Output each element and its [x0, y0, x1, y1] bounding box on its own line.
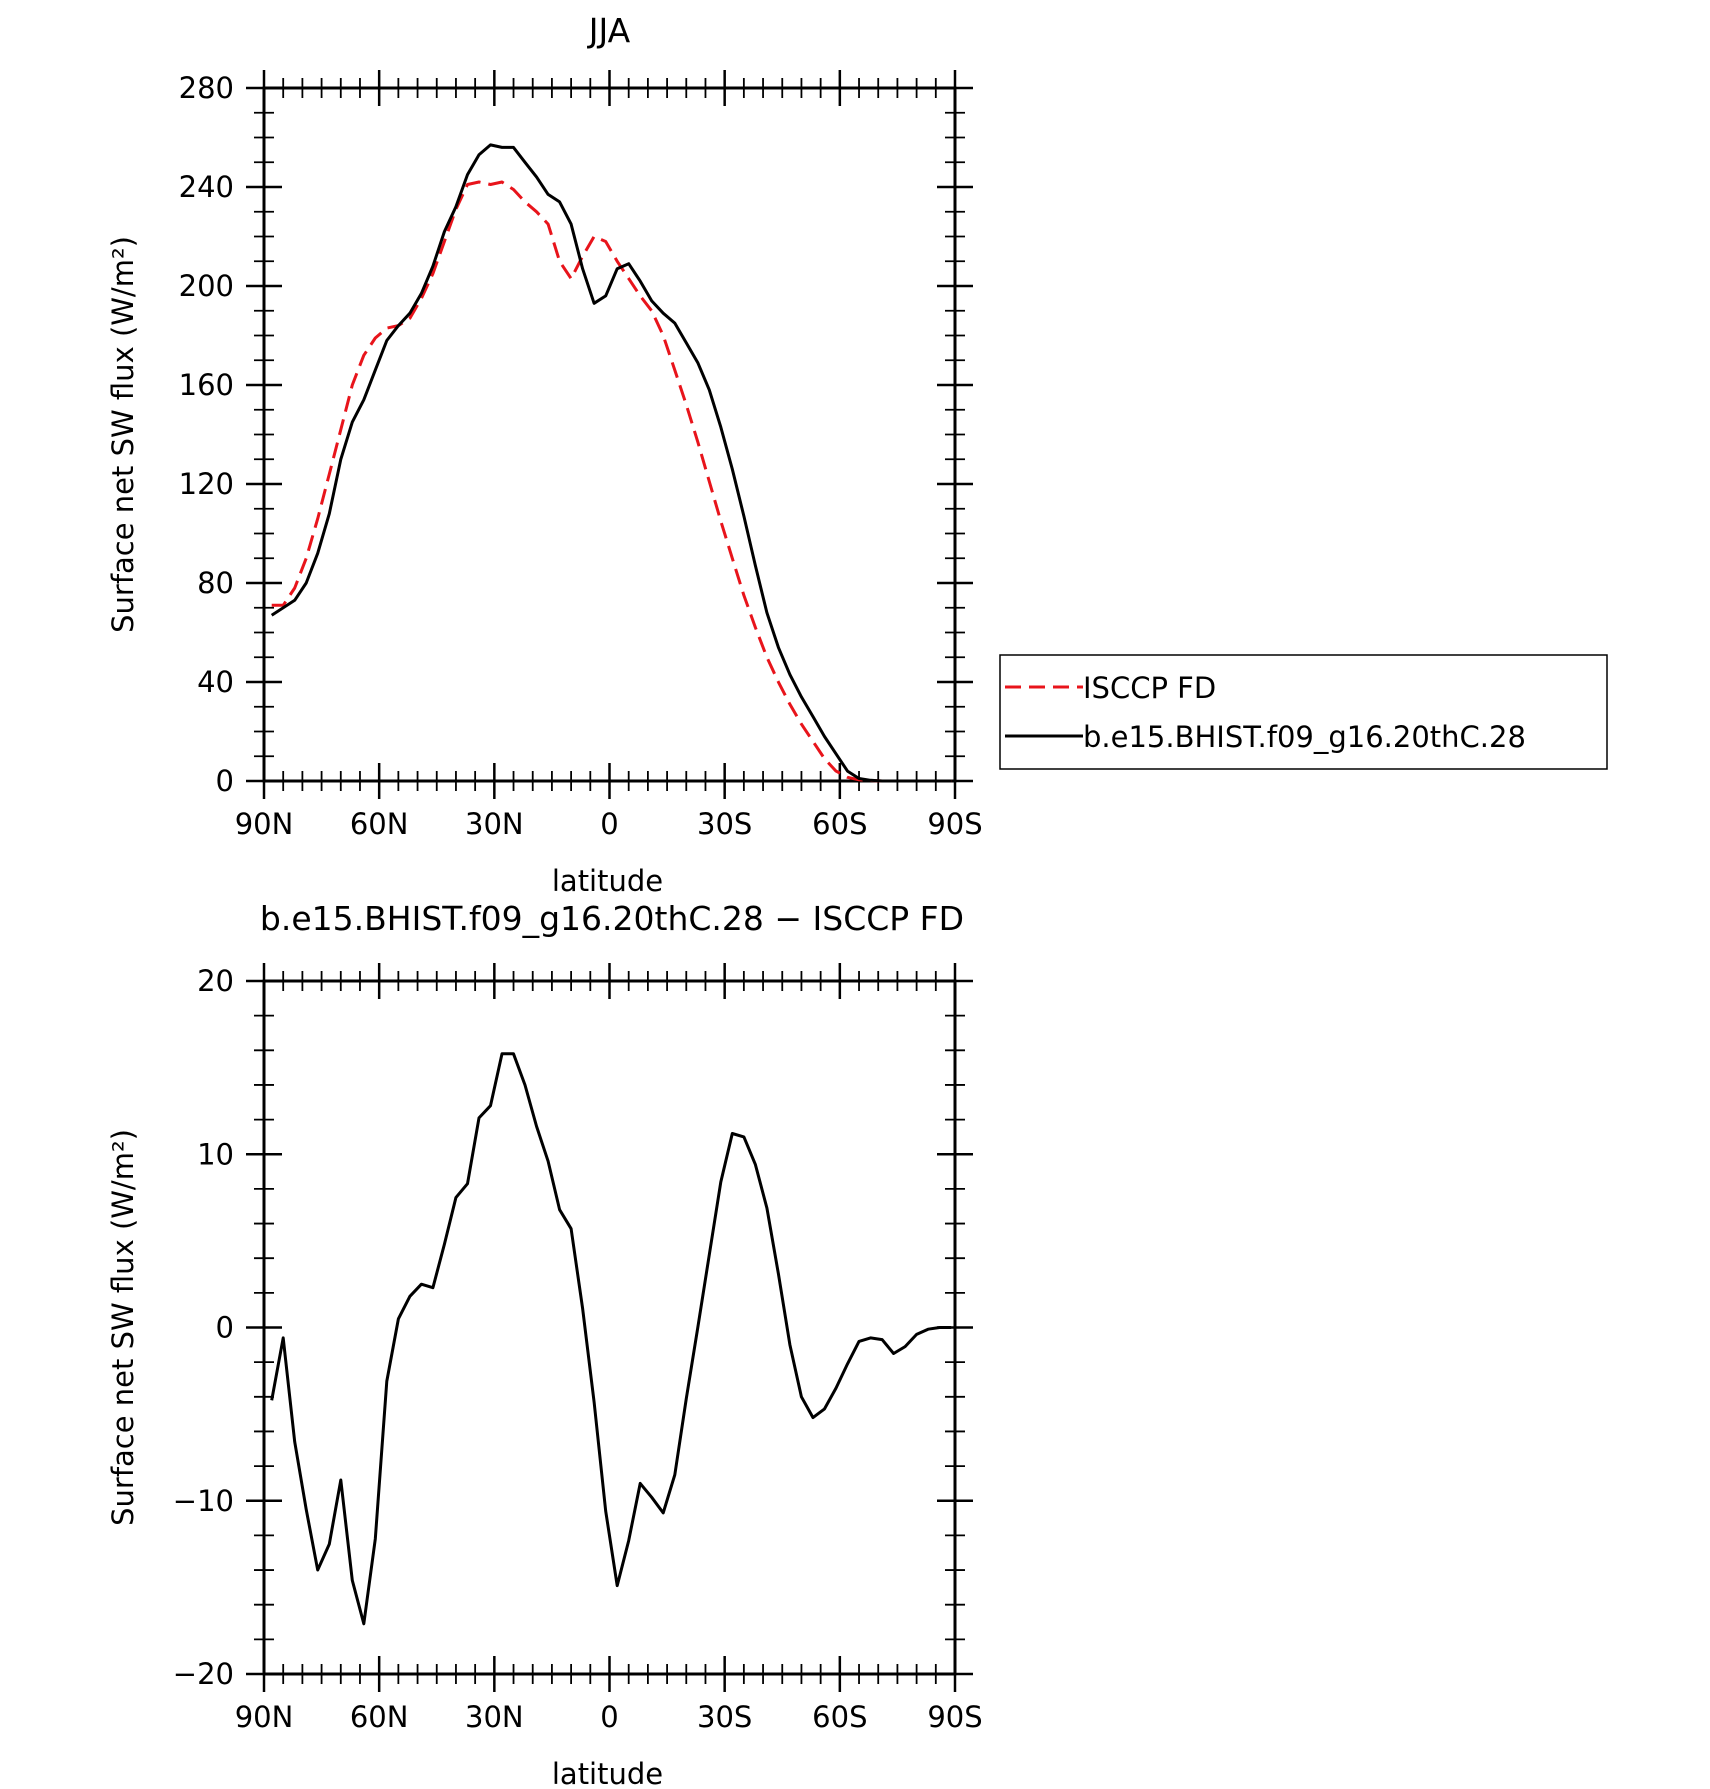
series-line-b-e15-bhist-f09-g16-20thc-28	[270, 143, 952, 783]
x-tick-label: 0	[600, 807, 618, 841]
y-tick-label: 0	[216, 764, 234, 798]
y-tick-label: 200	[179, 269, 234, 303]
x-tick-label: 60S	[812, 1700, 867, 1734]
plot-frame	[262, 86, 957, 783]
chart-panel-2: b.e15.BHIST.f09_g16.20thC.28 − ISCCP FD −…	[106, 899, 983, 1789]
chart-title: b.e15.BHIST.f09_g16.20thC.28 − ISCCP FD	[260, 899, 964, 938]
x-tick-label: 0	[600, 1700, 618, 1734]
y-tick-label: 160	[179, 368, 234, 402]
y-tick-label: −10	[173, 1484, 234, 1518]
y-tick-label: 20	[197, 964, 234, 998]
legend-label: ISCCP FD	[1083, 671, 1216, 705]
series-line-isccp-fd	[271, 180, 952, 783]
y-ticks	[246, 86, 973, 783]
difference-line	[270, 1052, 952, 1626]
y-tick-label: 120	[179, 467, 234, 501]
chart-title: JJA	[587, 11, 631, 50]
y-ticks	[246, 979, 973, 1676]
x-tick-label: 30N	[465, 1700, 524, 1734]
x-tick-label: 90N	[235, 807, 294, 841]
x-tick-label: 30N	[465, 807, 524, 841]
y-tick-label: 80	[197, 566, 234, 600]
y-tick-label: 240	[179, 170, 234, 204]
y-tick-label: −20	[173, 1657, 234, 1691]
legend-box	[999, 654, 1608, 770]
y-tick-label: 0	[216, 1311, 234, 1345]
plot-frame	[262, 979, 957, 1676]
x-ticks	[262, 963, 957, 1692]
x-tick-label: 90N	[235, 1700, 294, 1734]
legend: ISCCP FD b.e15.BHIST.f09_g16.20thC.28	[999, 654, 1608, 770]
chart-panel-1: JJA 0 40 80 120 160 200 240 280 90N 60N 30N 0 30S 60S 9…	[106, 11, 1608, 898]
y-axis-label: Surface net SW flux (W/m²)	[106, 236, 140, 633]
x-tick-label: 90S	[927, 1700, 982, 1734]
y-tick-label: 10	[197, 1137, 234, 1171]
x-tick-label: 90S	[927, 807, 982, 841]
x-ticks	[262, 70, 957, 799]
y-tick-label: 280	[179, 71, 234, 105]
y-tick-label: 40	[197, 665, 234, 699]
legend-label: b.e15.BHIST.f09_g16.20thC.28	[1083, 720, 1526, 754]
y-axis-label: Surface net SW flux (W/m²)	[106, 1129, 140, 1526]
x-tick-label: 60N	[350, 1700, 409, 1734]
x-tick-label: 60N	[350, 807, 409, 841]
x-tick-label: 30S	[697, 807, 752, 841]
x-tick-label: 30S	[697, 1700, 752, 1734]
x-axis-label: latitude	[552, 1757, 663, 1789]
x-tick-label: 60S	[812, 807, 867, 841]
x-axis-label: latitude	[552, 864, 663, 898]
